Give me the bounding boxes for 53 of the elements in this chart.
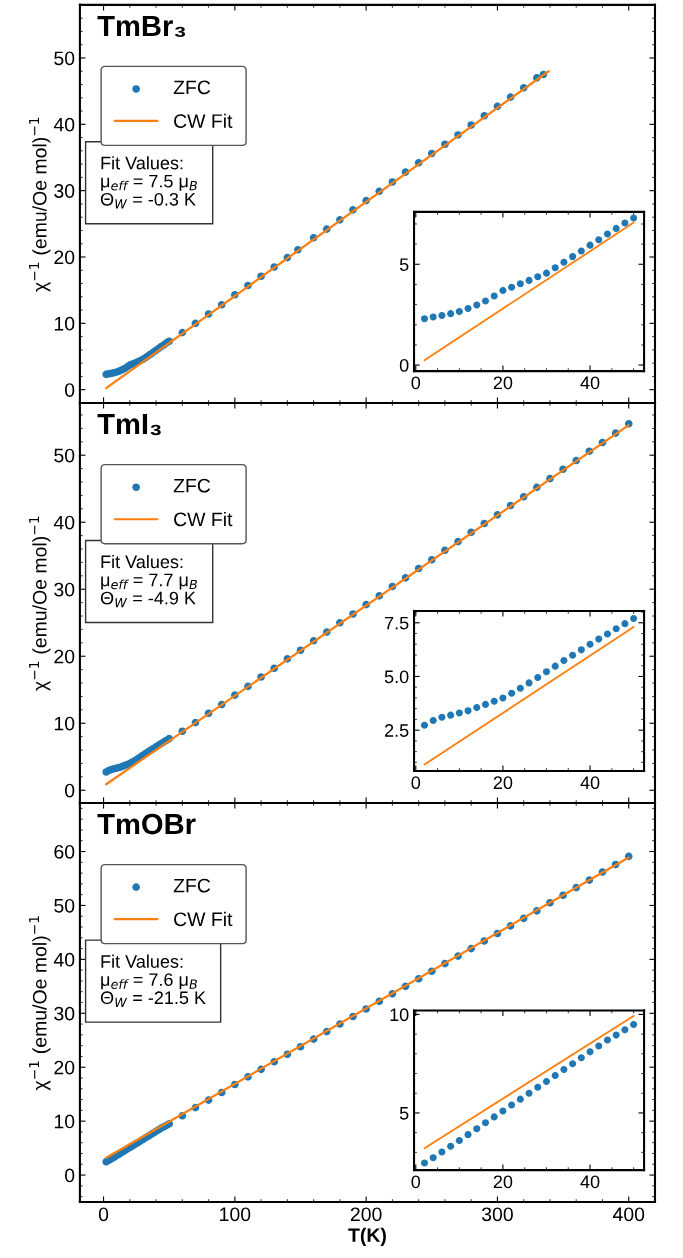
x-tick-label: 100: [220, 1207, 251, 1222]
y-tick-label: 50: [54, 51, 75, 66]
x-tick-label: 200: [350, 1207, 382, 1222]
x-tick-label: 300: [481, 1207, 513, 1222]
legend-label: ZFC: [173, 478, 211, 493]
chart-title: TmBr₃: [97, 15, 186, 38]
y-tick-label: 2.5: [384, 724, 409, 737]
y-tick-label: 20: [54, 649, 75, 664]
y-tick-label: 50: [54, 898, 75, 913]
y-tick-label: 20: [54, 250, 75, 265]
y-tick-label: 40: [53, 515, 75, 530]
legend-label: ZFC: [173, 878, 211, 893]
x-tick-label: 0: [411, 776, 421, 790]
x-tick-label: 20: [493, 776, 513, 790]
y-tick-label: 50: [54, 448, 75, 463]
y-tick-label: 10: [54, 316, 75, 331]
y-tick-label: 10: [390, 1008, 409, 1022]
y-tick-label: 40: [53, 952, 75, 967]
x-axis-title: T(K): [348, 1227, 386, 1246]
x-tick-label: 20: [493, 1175, 513, 1189]
y-tick-label: 0: [399, 358, 409, 372]
x-tick-label: 400: [612, 1207, 645, 1222]
y-tick-label: 40: [53, 117, 75, 132]
x-tick-label: 0: [411, 1175, 421, 1189]
text: Fit Values: μ$_{eff}$ = 7.6 μ$_{B}$ Θ$_{W}$ = -21.5 K: [100, 954, 206, 1007]
text: Fit Values: μ$_{eff}$ = 7.5 μ$_{B}$ Θ$_{W}$ = -0.3 K: [100, 156, 197, 209]
y-tick-label: 7.5: [385, 616, 409, 630]
legend-label: CW Fit: [174, 511, 233, 527]
y-tick-label: 5: [399, 1107, 409, 1120]
y-tick-label: 10: [54, 1114, 75, 1129]
chart-title: TmOBr: [97, 813, 196, 835]
x-tick-label: 40: [580, 776, 600, 790]
y-tick-label: 30: [54, 184, 75, 198]
x-tick-label: 40: [580, 1175, 600, 1189]
y-axis-title: χ$^{−1}$ (emu/Oe mol)$^{−1}$: [29, 516, 51, 691]
y-tick-label: 60: [54, 844, 75, 859]
x-tick-label: 0: [98, 1207, 109, 1222]
y-tick-label: 20: [54, 1060, 75, 1075]
chart-title: TmI₃: [97, 414, 161, 436]
y-tick-label: 30: [54, 1006, 75, 1021]
legend-label: CW Fit: [174, 113, 233, 128]
y-tick-label: 10: [54, 716, 75, 731]
x-tick-label: 40: [580, 376, 600, 390]
y-axis-title: χ$^{−1}$ (emu/Oe mol)$^{−1}$: [29, 117, 51, 292]
y-tick-label: 5: [399, 258, 409, 271]
y-axis-title: χ$^{−1}$ (emu/Oe mol)$^{−1}$: [29, 916, 51, 1091]
legend-label: CW Fit: [174, 911, 233, 927]
y-tick-label: 30: [54, 582, 75, 597]
x-tick-label: 0: [411, 376, 421, 390]
x-tick-label: 20: [493, 376, 513, 390]
y-tick-label: 5.0: [384, 670, 409, 684]
text: Fit Values: μ$_{eff}$ = 7.7 μ$_{B}$ Θ$_{W}$ = -4.9 K: [100, 554, 197, 608]
legend-label: ZFC: [173, 80, 211, 95]
